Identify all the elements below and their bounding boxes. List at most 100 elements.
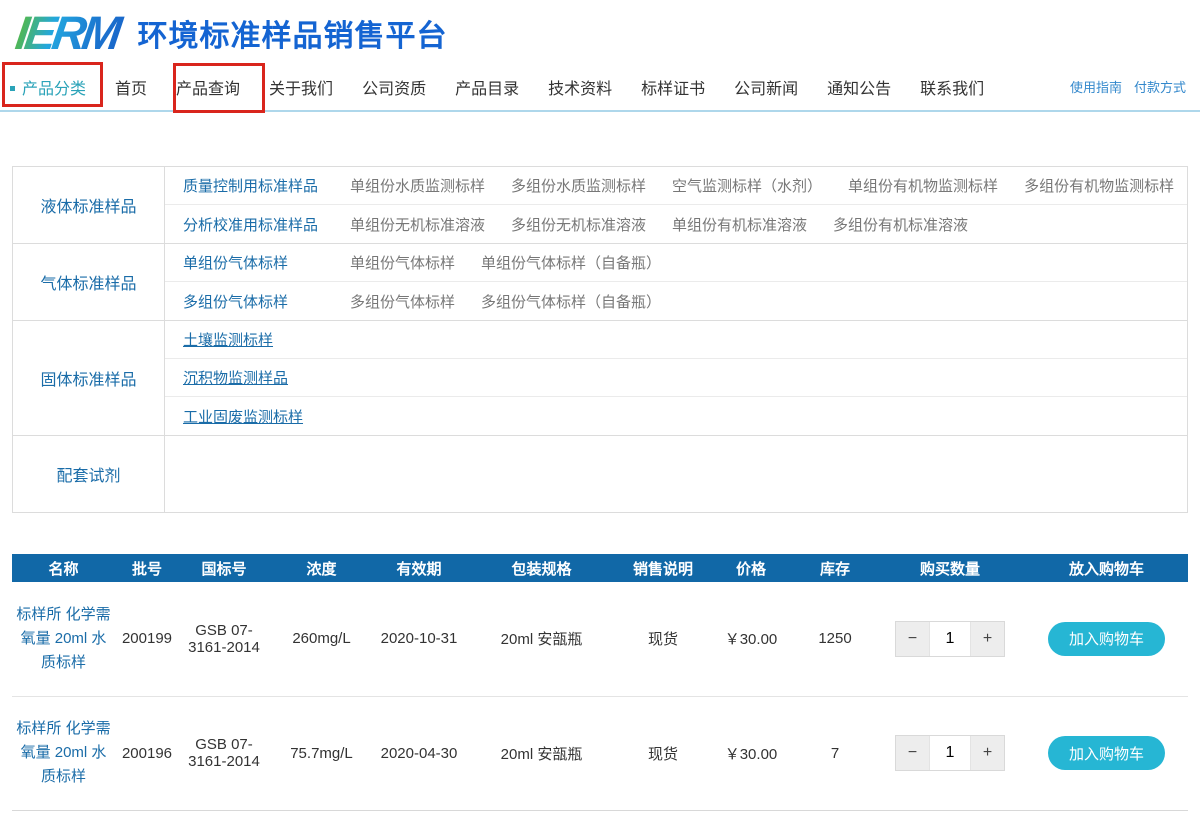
quantity-decrease-button[interactable]: − — [896, 736, 929, 770]
quantity-stepper: −+ — [895, 620, 1005, 657]
quantity-decrease-button[interactable]: − — [896, 621, 929, 656]
cell-expiry-date: 2020-10-31 — [374, 582, 464, 697]
cell-gsb-number: GSB 07-3161-2014 — [179, 582, 269, 697]
nav-item-2[interactable]: 关于我们 — [269, 80, 334, 98]
column-header: 包装规格 — [464, 554, 619, 582]
subcategory-link[interactable]: 分析校准用标准样品 — [183, 216, 319, 234]
category-link[interactable]: 空气监测标样（水剂） — [672, 178, 823, 195]
cell-batch: 200196 — [115, 696, 179, 811]
quantity-input[interactable] — [929, 621, 971, 656]
nav-item-4[interactable]: 产品目录 — [455, 80, 520, 98]
add-to-cart-button[interactable]: 加入购物车 — [1047, 621, 1165, 656]
category-row — [165, 436, 1187, 512]
product-table: 名称 批号 国标号 浓度 有效期 包装规格 销售说明 价格 库存 购买数量 放入购物车 标样所 化学… — [12, 554, 1188, 811]
category-row: 土壤监测标样 — [165, 321, 1187, 359]
category-row: 工业固废监测标样 — [165, 397, 1187, 435]
category-name[interactable]: 液体标准样品 — [13, 167, 165, 243]
column-header: 名称 — [12, 554, 115, 582]
column-header: 库存 — [795, 554, 875, 582]
quantity-increase-button[interactable]: + — [971, 621, 1004, 656]
cell-sale-note: 现货 — [619, 582, 707, 697]
cell-name: 标样所 化学需氧量 20ml 水质标样 — [12, 582, 115, 697]
category-subrows: 质量控制用标准样品 单组份水质监测标样 多组份水质监测标样 空气监测标样（水剂） 单组份… — [165, 167, 1187, 243]
nav-item-6[interactable]: 标样证书 — [641, 80, 706, 98]
cell-add-to-cart: 加入购物车 — [1025, 582, 1188, 697]
cell-package-spec: 20ml 安瓿瓶 — [464, 582, 619, 697]
nav-item-7[interactable]: 公司新闻 — [734, 80, 799, 98]
product-name-link[interactable]: 标样所 化学需氧量 20ml 水质标样 — [16, 605, 111, 671]
nav-item-label: 产品分类 — [22, 80, 87, 98]
category-link[interactable]: 单组份无机标准溶液 — [350, 216, 486, 234]
category-row: 分析校准用标准样品 单组份无机标准溶液 多组份无机标准溶液 单组份有机标准溶液 多组份有… — [165, 205, 1187, 243]
user-guide-link[interactable]: 使用指南 — [1069, 80, 1122, 95]
subcategory-link[interactable]: 单组份气体标样 — [183, 255, 289, 272]
category-link[interactable]: 多组份气体标样 — [350, 293, 456, 311]
nav-item-9[interactable]: 联系我们 — [920, 80, 985, 98]
cell-concentration: 75.7mg/L — [269, 696, 374, 811]
add-to-cart-button[interactable]: 加入购物车 — [1047, 736, 1165, 770]
subcategory-links: 单组份气体标样 单组份气体标样（自备瓶） — [350, 252, 661, 273]
subcategory-link[interactable]: 质量控制用标准样品 — [183, 178, 319, 195]
nav-item-0[interactable]: 首页 — [115, 80, 148, 98]
cell-sale-note: 现货 — [619, 696, 707, 811]
category-link[interactable]: 单组份有机物监测标样 — [848, 178, 999, 195]
category-link[interactable]: 单组份气体标样 — [350, 255, 456, 272]
cell-batch: 200199 — [115, 582, 179, 697]
table-row: 标样所 化学需氧量 20ml 水质标样 200199 GSB 07-3161-201… — [12, 582, 1188, 697]
quantity-stepper: −+ — [895, 735, 1005, 771]
main-nav: 产品分类 首页 产品查询 关于我们 公司资质 产品目录 技术资料 标样证书 公司新闻 通知公告 联… — [0, 63, 1200, 112]
category-name[interactable]: 固体标准样品 — [13, 321, 165, 435]
column-header: 有效期 — [374, 554, 464, 582]
subcategory-links: 单组份无机标准溶液 多组份无机标准溶液 单组份有机标准溶液 多组份有机标准溶液 — [350, 214, 968, 235]
category-link[interactable]: 单组份有机标准溶液 — [672, 216, 808, 234]
nav-item-8[interactable]: 通知公告 — [827, 80, 892, 98]
quantity-increase-button[interactable]: + — [971, 736, 1004, 770]
category-link[interactable]: 多组份水质监测标样 — [511, 178, 647, 195]
category-link[interactable]: 单组份水质监测标样 — [350, 178, 486, 195]
cell-quantity: −+ — [875, 696, 1025, 811]
cell-price: ￥30.00 — [707, 582, 795, 697]
site-title: 环境标准样品销售平台 — [137, 20, 448, 53]
subcategory-link[interactable]: 多组份气体标样 — [183, 293, 289, 311]
subcategory-link[interactable]: 沉积物监测样品 — [183, 370, 289, 387]
nav-item-3[interactable]: 公司资质 — [362, 80, 427, 98]
category-table: 液体标准样品 质量控制用标准样品 单组份水质监测标样 多组份水质监测标样 空气监测标样（… — [12, 166, 1188, 513]
cell-stock: 7 — [795, 696, 875, 811]
category-link[interactable]: 多组份无机标准溶液 — [511, 216, 647, 234]
category-name[interactable]: 配套试剂 — [13, 436, 165, 512]
column-header: 购买数量 — [875, 554, 1025, 582]
column-header: 国标号 — [179, 554, 269, 582]
category-section: 液体标准样品 质量控制用标准样品 单组份水质监测标样 多组份水质监测标样 空气监测标样（… — [13, 167, 1187, 244]
nav-utility-links: 使用指南 付款方式 — [1070, 77, 1200, 96]
payment-method-link[interactable]: 付款方式 — [1133, 80, 1186, 95]
subcategory-link[interactable]: 土壤监测标样 — [183, 332, 274, 349]
cell-concentration: 260mg/L — [269, 582, 374, 697]
nav-item-product-category[interactable]: 产品分类 — [10, 75, 86, 99]
category-row: 单组份气体标样 单组份气体标样 单组份气体标样（自备瓶） — [165, 244, 1187, 282]
cell-name: 标样所 化学需氧量 20ml 水质标样 — [12, 696, 115, 811]
cell-expiry-date: 2020-04-30 — [374, 696, 464, 811]
column-header: 价格 — [707, 554, 795, 582]
cell-price: ￥30.00 — [707, 696, 795, 811]
category-name[interactable]: 气体标准样品 — [13, 244, 165, 320]
subcategory-links: 单组份水质监测标样 多组份水质监测标样 空气监测标样（水剂） 单组份有机物监测标样 多组… — [350, 175, 1174, 196]
quantity-input[interactable] — [929, 736, 971, 770]
nav-item-5[interactable]: 技术资料 — [548, 80, 613, 98]
cell-stock: 1250 — [795, 582, 875, 697]
category-section: 气体标准样品 单组份气体标样 单组份气体标样 单组份气体标样（自备瓶） 多组份气体标样 多… — [13, 244, 1187, 321]
column-header: 销售说明 — [619, 554, 707, 582]
product-name-link[interactable]: 标样所 化学需氧量 20ml 水质标样 — [16, 720, 111, 785]
category-link[interactable]: 多组份有机标准溶液 — [833, 216, 969, 234]
category-row: 质量控制用标准样品 单组份水质监测标样 多组份水质监测标样 空气监测标样（水剂） 单组份… — [165, 167, 1187, 205]
nav-item-1[interactable]: 产品查询 — [176, 80, 241, 98]
site-header: IERM 环境标准样品销售平台 — [12, 4, 448, 62]
category-link[interactable]: 多组份气体标样（自备瓶） — [481, 293, 662, 311]
column-header: 放入购物车 — [1025, 554, 1188, 582]
subcategory-link[interactable]: 工业固废监测标样 — [183, 408, 304, 426]
category-link[interactable]: 多组份有机物监测标样 — [1024, 178, 1175, 195]
category-section: 配套试剂 — [13, 436, 1187, 512]
main-nav-items: 首页 产品查询 关于我们 公司资质 产品目录 技术资料 标样证书 公司新闻 通知公告 联系我们 — [115, 75, 1013, 99]
category-link[interactable]: 单组份气体标样（自备瓶） — [481, 255, 662, 272]
category-subrows — [165, 436, 1187, 512]
active-bullet-icon — [10, 85, 15, 91]
